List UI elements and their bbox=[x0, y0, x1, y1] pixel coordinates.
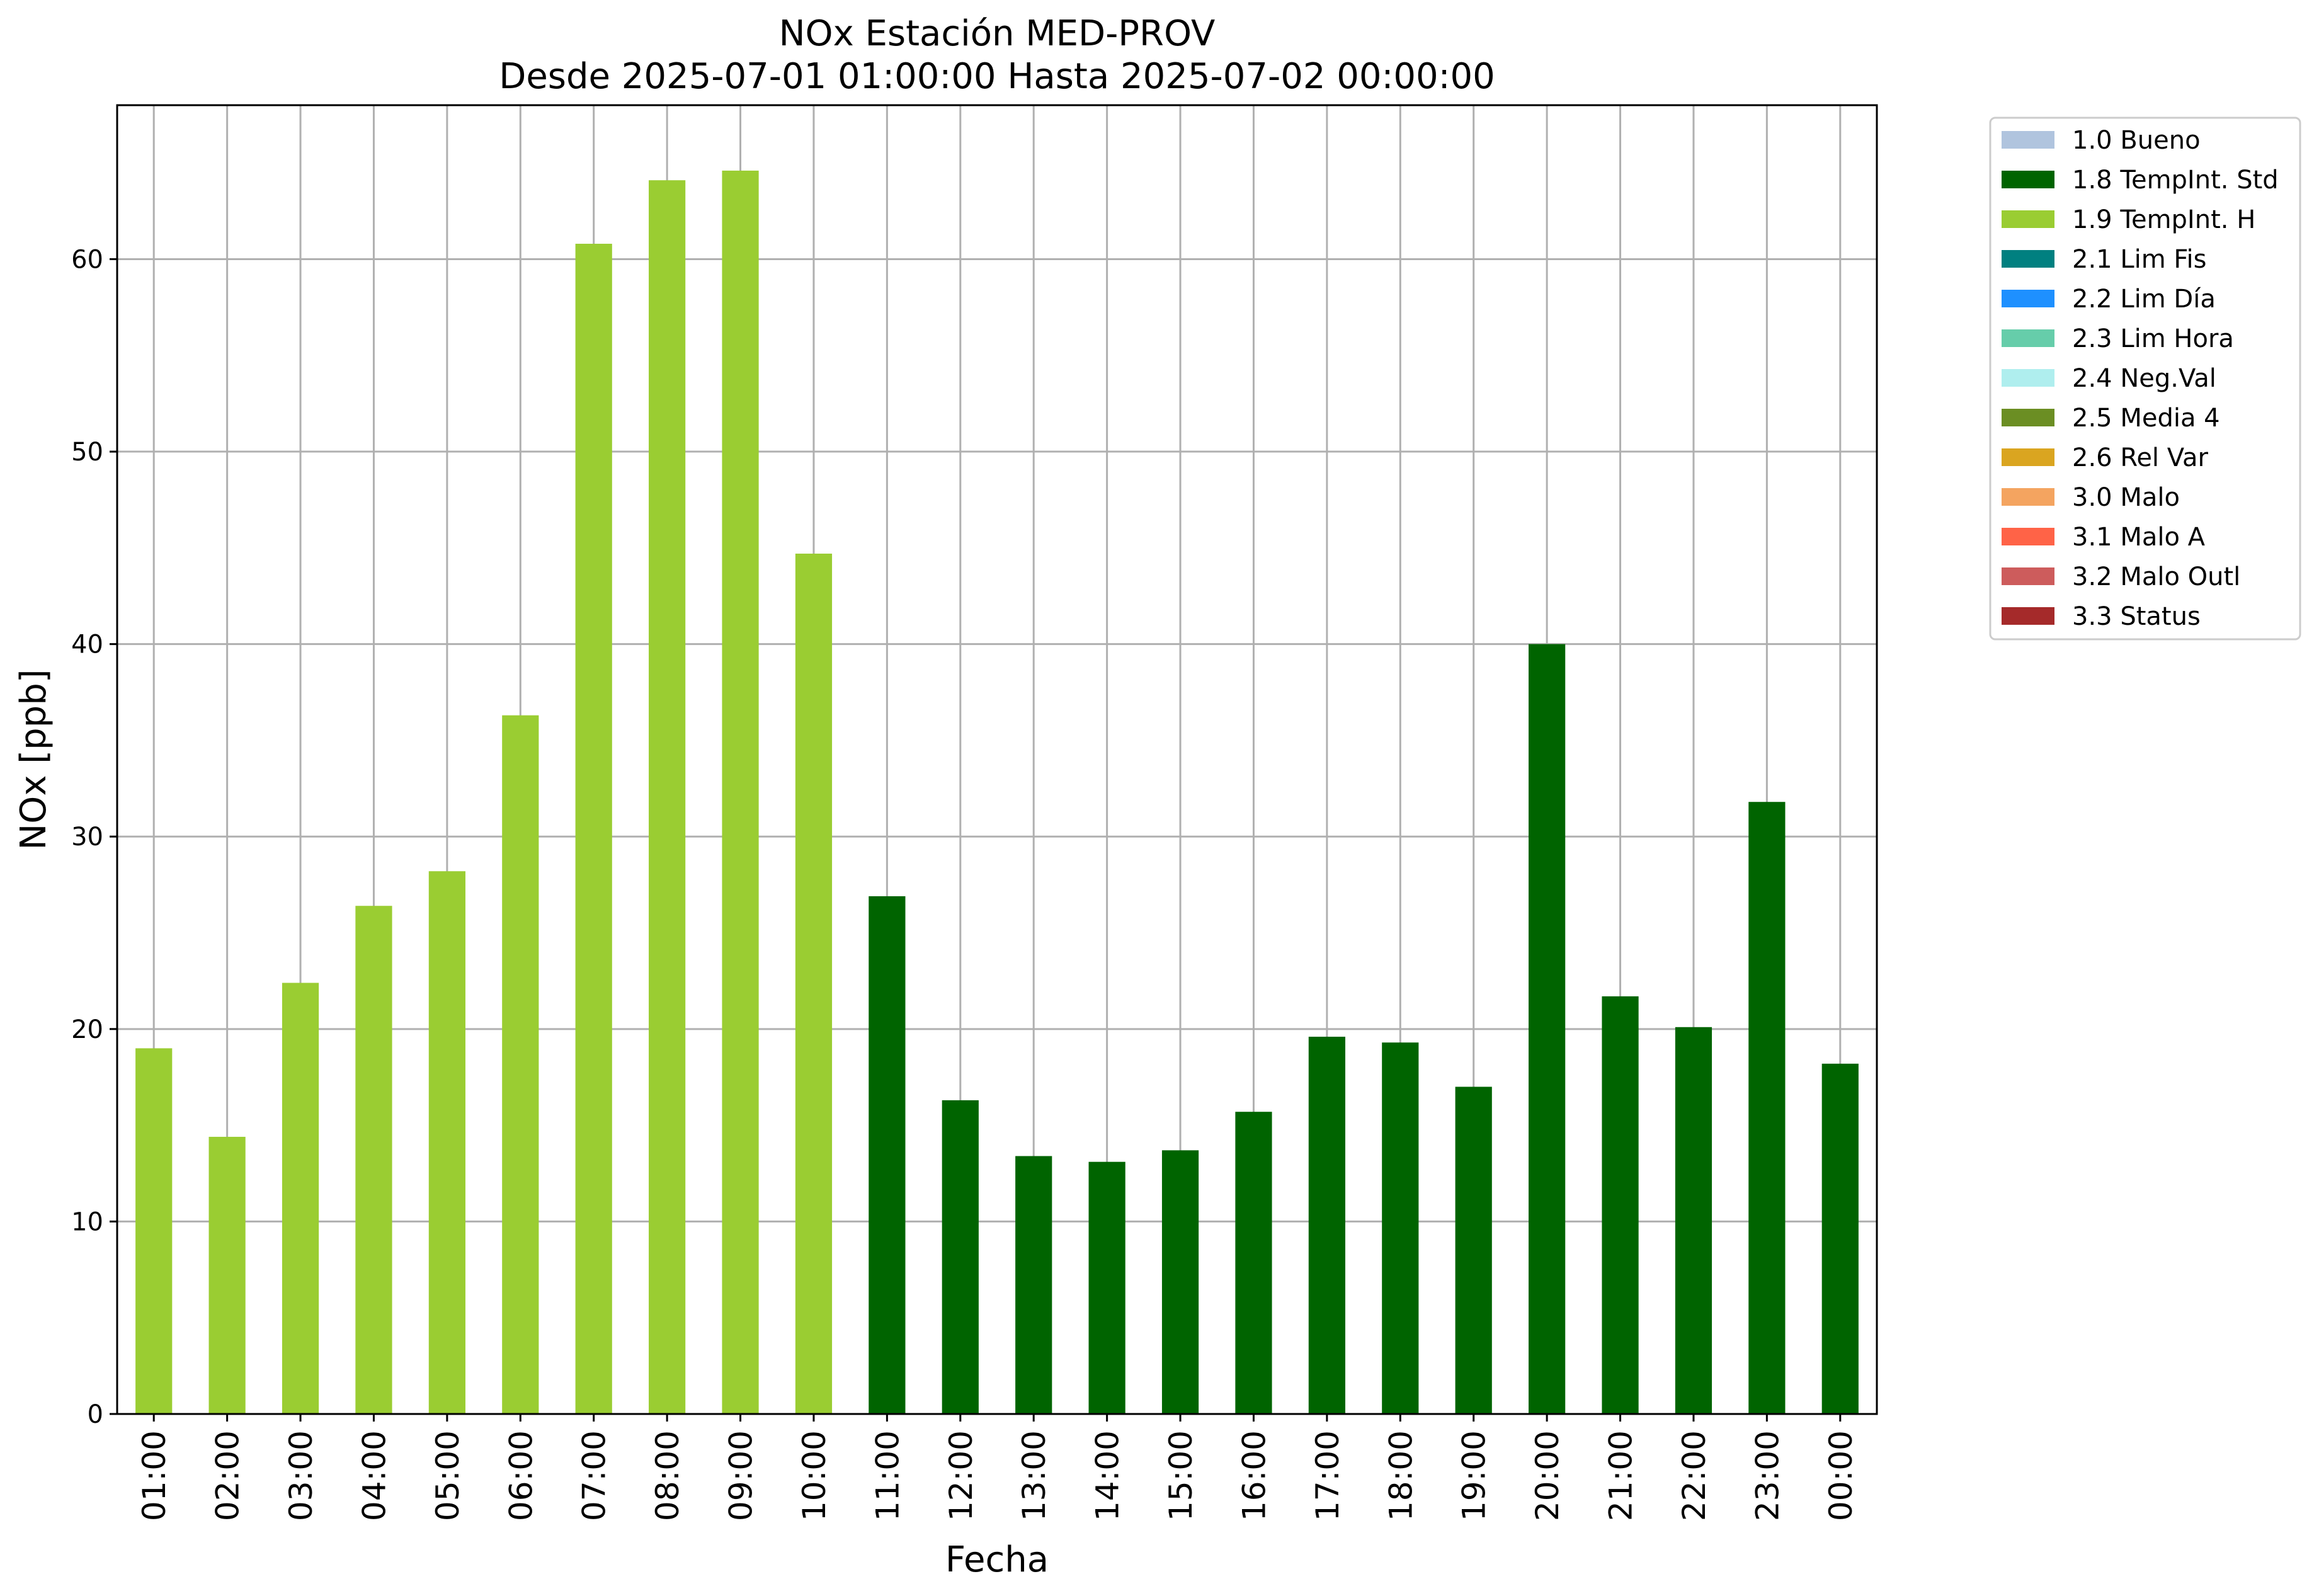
bar-02-00 bbox=[208, 1136, 246, 1414]
y-tick-label: 60 bbox=[71, 245, 103, 274]
bar-15-00 bbox=[1161, 1150, 1199, 1414]
bar-07-00 bbox=[575, 244, 612, 1414]
bar-06-00 bbox=[502, 715, 539, 1414]
legend-swatch bbox=[2002, 210, 2054, 228]
bar-21-00 bbox=[1602, 996, 1639, 1414]
legend-swatch bbox=[2002, 329, 2054, 347]
legend-label: 2.1 Lim Fis bbox=[2072, 245, 2206, 274]
bar-17-00 bbox=[1308, 1037, 1345, 1414]
legend-swatch bbox=[2002, 567, 2054, 585]
bar-11-00 bbox=[869, 896, 906, 1414]
x-tick-label: 00:00 bbox=[1823, 1430, 1859, 1521]
x-tick-label: 02:00 bbox=[210, 1430, 246, 1521]
x-tick-label: 22:00 bbox=[1676, 1430, 1712, 1521]
bar-20-00 bbox=[1529, 644, 1566, 1415]
y-tick-label: 0 bbox=[88, 1400, 103, 1429]
x-tick-label: 04:00 bbox=[356, 1430, 392, 1521]
x-axis-label: Fecha bbox=[945, 1539, 1049, 1580]
bar-23-00 bbox=[1748, 802, 1786, 1414]
legend-label: 3.1 Malo A bbox=[2072, 523, 2206, 552]
y-tick-label: 40 bbox=[71, 630, 103, 659]
legend-swatch bbox=[2002, 528, 2054, 545]
legend-label: 1.0 Bueno bbox=[2072, 126, 2201, 155]
legend-label: 2.5 Media 4 bbox=[2072, 404, 2220, 433]
legend-swatch bbox=[2002, 290, 2054, 307]
bar-13-00 bbox=[1015, 1156, 1052, 1414]
legend-swatch bbox=[2002, 488, 2054, 506]
legend-label: 2.3 Lim Hora bbox=[2072, 324, 2234, 353]
bar-05-00 bbox=[428, 871, 465, 1414]
bar-14-00 bbox=[1088, 1161, 1125, 1414]
bar-18-00 bbox=[1382, 1042, 1419, 1414]
legend-box bbox=[1989, 117, 2301, 641]
y-tick-label: 20 bbox=[71, 1015, 103, 1044]
x-axis-ticks: 01:00 02:00 03:00 04:00 05:00 06:00 07:00 08:00… bbox=[136, 1414, 1859, 1521]
x-tick-label: 13:00 bbox=[1016, 1430, 1052, 1521]
bar-01-00 bbox=[135, 1048, 173, 1414]
x-tick-label: 03:00 bbox=[283, 1430, 319, 1521]
bar-09-00 bbox=[722, 170, 759, 1414]
y-axis-ticks: 0 10 20 30 40 50 60 bbox=[71, 245, 117, 1429]
bar-19-00 bbox=[1455, 1086, 1492, 1414]
bar-08-00 bbox=[649, 180, 686, 1414]
x-tick-label: 14:00 bbox=[1090, 1430, 1126, 1521]
x-tick-label: 10:00 bbox=[796, 1430, 833, 1521]
x-tick-label: 18:00 bbox=[1382, 1430, 1419, 1521]
legend-label: 1.8 TempInt. Std bbox=[2072, 166, 2279, 195]
y-tick-label: 30 bbox=[71, 823, 103, 852]
bar-04-00 bbox=[355, 906, 392, 1414]
legend-label: 2.2 Lim Día bbox=[2072, 285, 2216, 314]
legend: 1.0 Bueno 1.8 TempInt. Std 1.9 TempInt. H 2… bbox=[1989, 117, 2301, 641]
x-tick-label: 06:00 bbox=[503, 1430, 539, 1521]
x-tick-label: 20:00 bbox=[1529, 1430, 1566, 1521]
bar-16-00 bbox=[1235, 1112, 1272, 1414]
x-tick-label: 16:00 bbox=[1236, 1430, 1272, 1521]
y-tick-label: 10 bbox=[71, 1207, 103, 1236]
y-axis-label: NOx [ppb] bbox=[13, 669, 54, 850]
x-tick-label: 19:00 bbox=[1456, 1430, 1493, 1521]
legend-swatch bbox=[2002, 448, 2054, 466]
x-tick-label: 17:00 bbox=[1309, 1430, 1346, 1521]
x-tick-label: 07:00 bbox=[576, 1430, 613, 1521]
x-tick-label: 11:00 bbox=[869, 1430, 906, 1521]
plot-frame bbox=[116, 104, 1878, 1415]
legend-items: 1.0 Bueno 1.8 TempInt. Std 1.9 TempInt. H 2… bbox=[2002, 126, 2279, 631]
legend-swatch bbox=[2002, 409, 2054, 426]
chart-subtitle: Desde 2025-07-01 01:00:00 Hasta 2025-07-… bbox=[499, 56, 1495, 97]
legend-swatch bbox=[2002, 369, 2054, 387]
bar-10-00 bbox=[795, 554, 833, 1415]
bars bbox=[135, 170, 1859, 1415]
legend-swatch bbox=[2002, 607, 2054, 625]
x-tick-label: 15:00 bbox=[1163, 1430, 1199, 1521]
bar-03-00 bbox=[282, 983, 319, 1414]
legend-label: 2.6 Rel Var bbox=[2072, 443, 2209, 472]
x-tick-label: 01:00 bbox=[136, 1430, 173, 1521]
legend-swatch bbox=[2002, 131, 2054, 149]
chart-title: NOx Estación MED-PROV bbox=[779, 13, 1216, 54]
legend-label: 3.0 Malo bbox=[2072, 483, 2180, 512]
legend-swatch bbox=[2002, 250, 2054, 268]
bar-00-00 bbox=[1821, 1063, 1859, 1414]
y-tick-label: 50 bbox=[71, 438, 103, 467]
legend-label: 1.9 TempInt. H bbox=[2072, 205, 2255, 234]
x-tick-label: 21:00 bbox=[1603, 1430, 1639, 1521]
legend-swatch bbox=[2002, 171, 2054, 188]
x-tick-label: 12:00 bbox=[943, 1430, 979, 1521]
x-tick-label: 09:00 bbox=[723, 1430, 760, 1521]
bar-12-00 bbox=[942, 1100, 979, 1414]
bar-22-00 bbox=[1675, 1027, 1712, 1414]
legend-label: 2.4 Neg.Val bbox=[2072, 364, 2216, 393]
x-tick-label: 08:00 bbox=[649, 1430, 686, 1521]
x-tick-label: 05:00 bbox=[430, 1430, 466, 1521]
legend-label: 3.2 Malo Outl bbox=[2072, 562, 2240, 591]
x-tick-label: 23:00 bbox=[1749, 1430, 1786, 1521]
legend-label: 3.3 Status bbox=[2072, 602, 2201, 631]
